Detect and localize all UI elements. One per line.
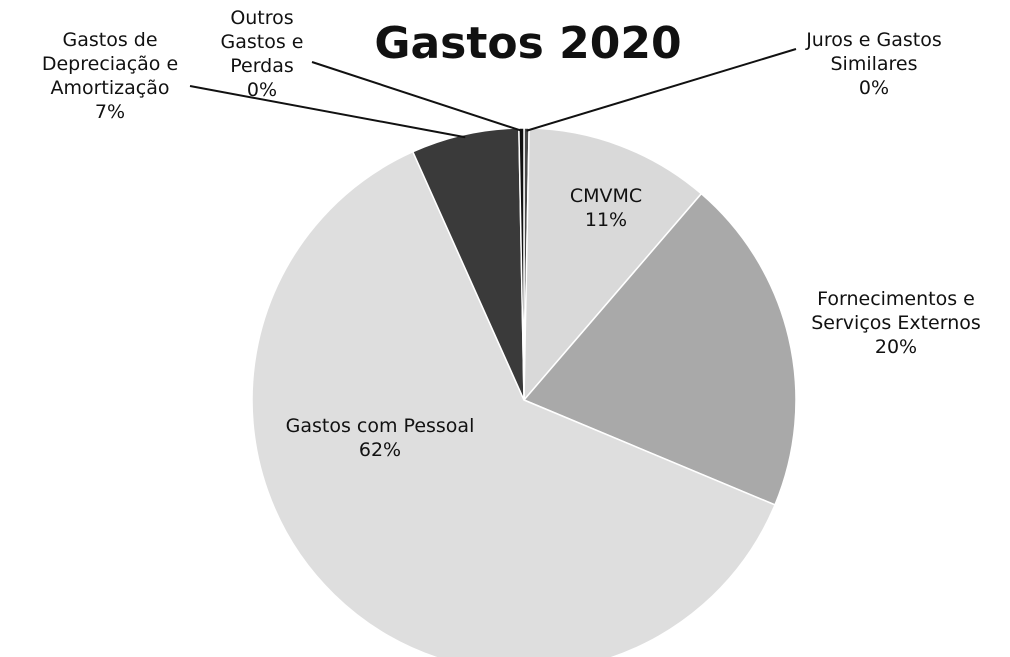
pie-slice-1 [523,127,703,403]
slice-name-line: Amortização [50,77,169,99]
slice-percent: 62% [359,439,401,461]
slice-label-5: Outros Gastos e Perdas 0% [221,7,304,101]
slice-percent: 0% [859,77,889,99]
slice-name-line: Gastos e [221,31,304,53]
slice-name-line: Gastos com Pessoal [286,415,475,437]
chart-title: Gastos 2020 [374,18,681,69]
slice-label-2: Fornecimentos e Serviços Externos 20% [811,288,981,358]
slice-labels: Juros e Gastos Similares 0%CMVMC 11%Forneci… [42,7,981,461]
pie-slice-5 [518,127,525,401]
slice-name-line: Serviços Externos [811,312,981,334]
slice-percent: 11% [585,209,627,231]
slice-name-line: Perdas [230,55,294,77]
slice-name-line: Outros [230,7,293,29]
slice-name-line: CMVMC [570,185,642,207]
pie-slice-3 [251,150,776,657]
slice-name-line: Fornecimentos e [817,288,975,310]
slice-percent: 20% [875,336,917,358]
pie-slice-2 [522,192,797,506]
leader-line-4 [189,85,466,139]
slice-label-0: Juros e Gastos Similares 0% [805,29,942,99]
pie-slices [251,127,797,657]
leader-line-0 [526,48,797,132]
slice-name-line: Depreciação e [42,53,178,75]
leader-line-5 [311,61,522,132]
leader-lines [189,48,797,139]
slice-label-4: Gastos de Depreciação e Amortização 7% [42,29,178,123]
slice-name-line: Gastos de [62,29,157,51]
slice-name-line: Juros e Gastos [805,29,942,51]
slice-percent: 7% [95,101,125,123]
slice-label-3: Gastos com Pessoal 62% [286,415,475,461]
slice-percent: 0% [247,79,277,101]
slice-name-line: Similares [830,53,917,75]
slice-label-1: CMVMC 11% [570,185,642,231]
